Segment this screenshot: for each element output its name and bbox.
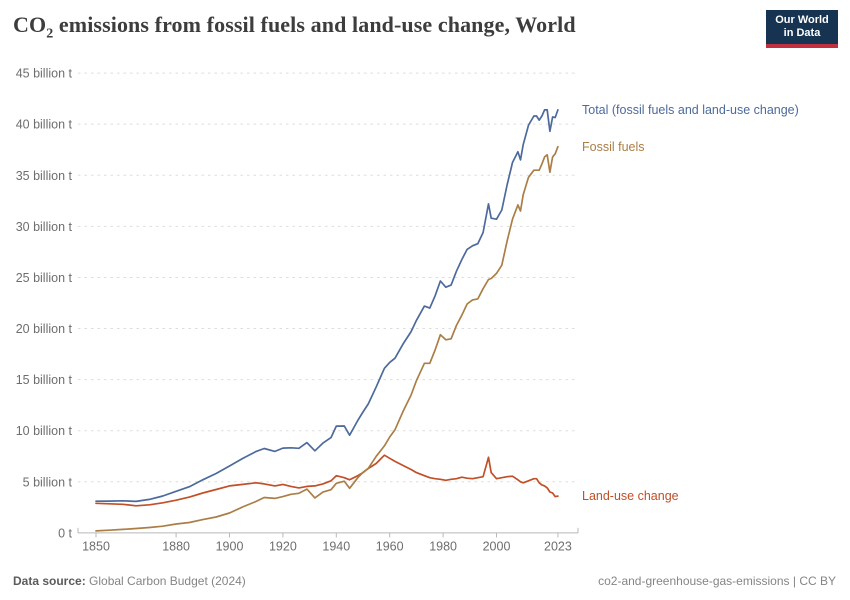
x-tick-label-1920: 1920	[269, 539, 297, 553]
y-tick-label-0: 0 t	[58, 526, 72, 540]
license-note: co2-and-greenhouse-gas-emissions | CC BY	[598, 574, 836, 588]
title-co2-prefix: CO	[13, 12, 47, 37]
legend-label-fossil_fuels[interactable]: Fossil fuels	[582, 139, 645, 154]
y-tick-label-30: 30 billion t	[16, 220, 73, 234]
series-line-fossil_fuels[interactable]	[95, 145, 559, 532]
data-source-label: Data source:	[13, 574, 86, 588]
x-tick-label-2000: 2000	[483, 539, 511, 553]
y-tick-label-10: 10 billion t	[16, 424, 73, 438]
legend-label-total[interactable]: Total (fossil fuels and land-use change)	[582, 102, 799, 117]
legend-label-land_use_change[interactable]: Land-use change	[582, 489, 679, 504]
x-tick-label-1850: 1850	[82, 539, 110, 553]
logo-line2: in Data	[783, 27, 821, 39]
y-tick-label-40: 40 billion t	[16, 118, 73, 132]
logo-line1: Our World	[775, 14, 829, 26]
y-tick-label-5: 5 billion t	[23, 475, 73, 489]
x-tick-label-2023: 2023	[544, 539, 572, 553]
y-tick-label-25: 25 billion t	[16, 271, 73, 285]
series-line-land_use_change[interactable]	[95, 454, 559, 507]
page-title: CO2 emissions from fossil fuels and land…	[13, 12, 576, 42]
y-tick-label-45: 45 billion t	[16, 67, 73, 81]
y-tick-label-15: 15 billion t	[16, 373, 73, 387]
chart-footer: Data source: Global Carbon Budget (2024)…	[13, 574, 836, 588]
series-line-total[interactable]	[95, 109, 559, 503]
x-tick-label-1900: 1900	[216, 539, 244, 553]
data-source: Data source: Global Carbon Budget (2024)	[13, 574, 246, 588]
y-tick-label-20: 20 billion t	[16, 322, 73, 336]
x-tick-label-1980: 1980	[429, 539, 457, 553]
title-rest: emissions from fossil fuels and land-use…	[53, 12, 576, 37]
x-tick-label-1940: 1940	[322, 539, 350, 553]
owid-logo[interactable]: Our World in Data	[766, 10, 838, 48]
data-source-value: Global Carbon Budget (2024)	[85, 574, 246, 588]
x-tick-label-1880: 1880	[162, 539, 190, 553]
y-tick-label-35: 35 billion t	[16, 169, 73, 183]
x-tick-label-1960: 1960	[376, 539, 404, 553]
title-co2-subscript: 2	[46, 26, 54, 42]
